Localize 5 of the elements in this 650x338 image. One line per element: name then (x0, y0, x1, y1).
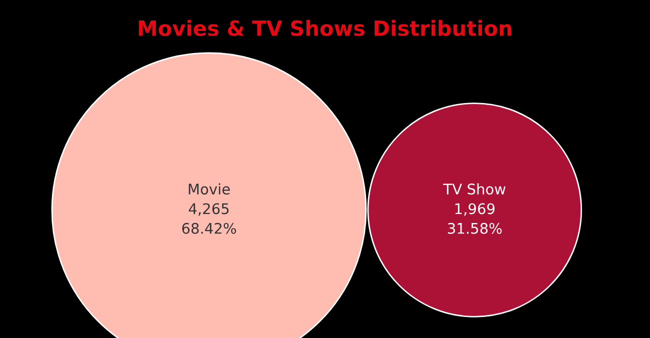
data-label: 4,265 68.42% (182, 203, 236, 234)
category-label: TV Show (443, 183, 506, 195)
text: Movies & TV Shows Distribution (139, 20, 512, 36)
data-label: 1,969 31.58% (448, 203, 502, 234)
category-label: Movie (188, 183, 230, 195)
